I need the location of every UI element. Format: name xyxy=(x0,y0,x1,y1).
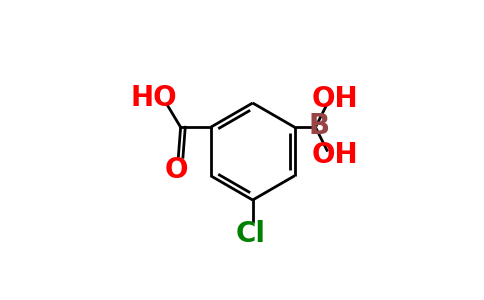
Text: B: B xyxy=(308,112,330,140)
Text: Cl: Cl xyxy=(235,220,265,248)
Text: O: O xyxy=(164,156,188,184)
Text: OH: OH xyxy=(312,141,359,169)
Text: OH: OH xyxy=(312,85,359,113)
Text: HO: HO xyxy=(131,84,177,112)
